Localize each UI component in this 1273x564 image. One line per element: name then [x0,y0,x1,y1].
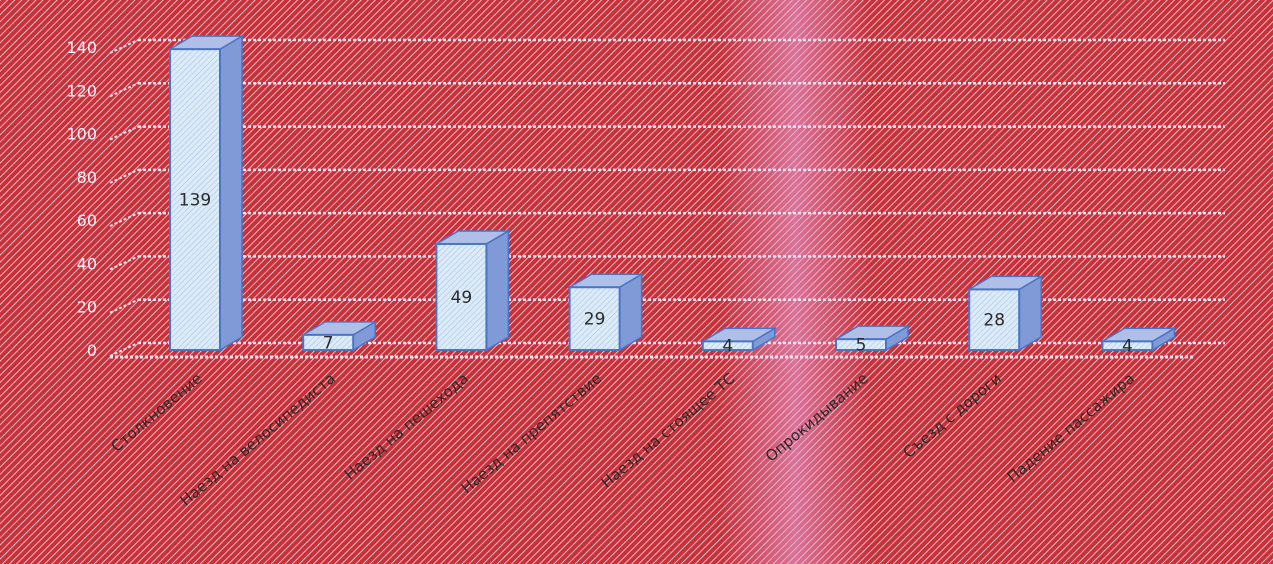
bar-side [485,229,510,352]
bar: 7 [300,320,378,353]
y-tick-label: 60 [77,211,97,230]
data-label: 29 [584,310,606,330]
gridline-side [109,212,139,228]
bar: 28 [966,275,1044,352]
y-tick-label: 80 [77,168,97,187]
data-label: 4 [722,337,733,357]
bar-front [169,48,221,352]
gridline-side [109,125,139,141]
bar-front [568,286,621,352]
y-axis: 0 20 40 60 80 100 120 140 [66,38,97,360]
data-label: 139 [179,191,211,211]
bar: 29 [566,272,645,352]
y-tick-label: 120 [66,81,97,100]
bar-front [701,340,754,352]
bar-front [435,242,488,351]
data-label: 49 [451,288,473,308]
y-tick-label: 20 [77,298,97,317]
bars: 139 7 49 29 4 5 28 4 [167,34,1178,357]
gridline-side [109,168,139,184]
bar-front [302,333,355,352]
data-label: 4 [1122,337,1133,357]
bar: 139 [167,34,245,352]
chart-background-band [720,0,870,564]
gridline-side [109,342,139,357]
data-label: 7 [323,333,334,353]
gridline-side [109,82,139,98]
y-tick-label: 0 [87,341,97,360]
data-label: 28 [983,311,1005,331]
gridline-side [109,255,139,271]
bar: 5 [833,324,911,356]
bar-side [219,34,243,352]
bar: 4 [700,327,778,357]
y-tick-label: 40 [77,254,97,273]
bar: 49 [433,229,512,352]
bar: 4 [1099,327,1178,357]
bar-front [1101,340,1154,352]
y-tick-label: 100 [66,125,97,144]
gridline-side [109,39,139,54]
gridline-side [109,298,139,314]
data-label: 5 [856,336,867,356]
bar-front [968,288,1021,351]
y-tick-label: 140 [66,38,97,57]
bar-front [835,338,887,351]
